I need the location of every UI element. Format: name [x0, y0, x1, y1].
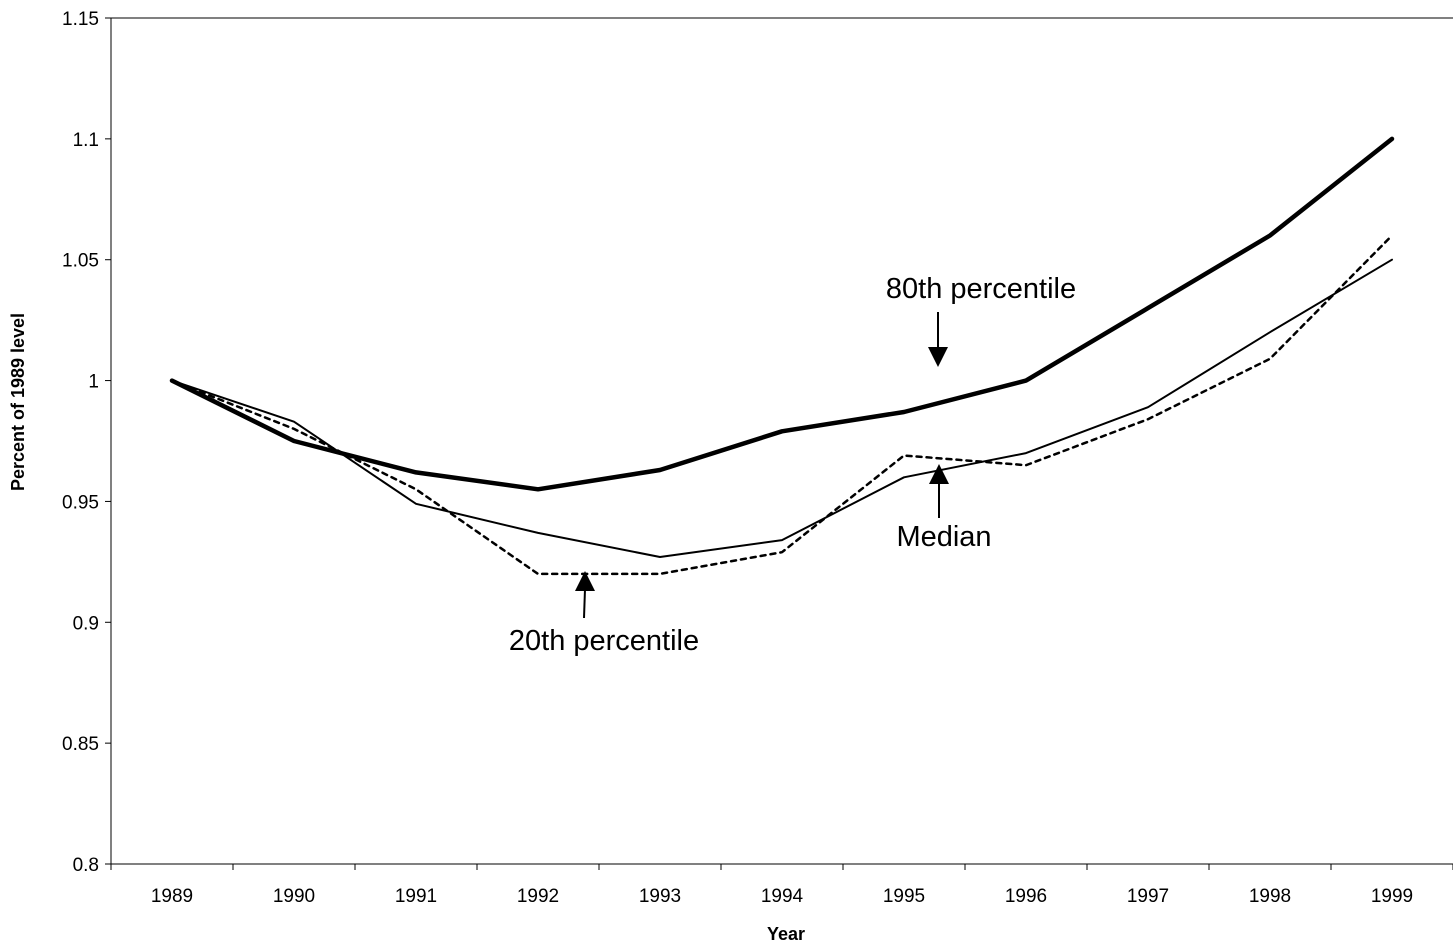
x-tick-label: 1992	[517, 886, 559, 907]
arrow-80th-percentile-head	[928, 347, 948, 367]
x-ticks: 1989 1990 1991 1992 1993 1994 1995 1996 1997 1998…	[110, 864, 1453, 907]
series-line-median	[171, 258, 1393, 558]
x-tick-label: 1996	[1005, 886, 1047, 907]
annotation-median: Median	[896, 521, 991, 553]
x-tick-label: 1999	[1371, 886, 1413, 907]
x-axis-title: Year	[767, 924, 805, 944]
y-tick-label: 1	[88, 372, 99, 393]
y-tick-label: 1.1	[73, 130, 99, 151]
annotation-layer: 80th percentile Median 20th percentile	[509, 273, 1076, 657]
y-ticks: 0.8 0.85 0.9 0.95 1 1.05 1.1 1.15	[62, 9, 111, 876]
x-tick-label: 1998	[1249, 886, 1291, 907]
y-axis-title: Percent of 1989 level	[8, 313, 28, 491]
axes	[110, 17, 1453, 865]
x-tick-label: 1997	[1127, 886, 1169, 907]
y-tick-label: 0.95	[62, 492, 99, 513]
series-line-p20	[170, 234, 1394, 576]
arrow-20th-percentile-shaft	[583, 588, 586, 619]
annotation-20th-percentile: 20th percentile	[509, 625, 699, 657]
y-tick-label: 1.05	[62, 251, 99, 272]
annotation-80th-percentile: 80th percentile	[886, 273, 1076, 305]
series-layer	[169, 136, 1395, 576]
y-tick-label: 0.85	[62, 734, 99, 755]
y-tick-label: 1.15	[62, 9, 99, 30]
x-tick-label: 1989	[151, 886, 193, 907]
x-tick-label: 1990	[273, 886, 315, 907]
y-tick-label: 0.9	[73, 613, 99, 634]
arrow-median-head	[929, 464, 949, 484]
x-tick-label: 1995	[883, 886, 925, 907]
series-line-p80	[169, 136, 1395, 492]
x-tick-label: 1991	[395, 886, 437, 907]
y-tick-label: 0.8	[73, 855, 99, 876]
x-tick-label: 1994	[761, 886, 804, 907]
arrow-20th-percentile-head	[575, 571, 595, 591]
x-tick-label: 1993	[639, 886, 681, 907]
